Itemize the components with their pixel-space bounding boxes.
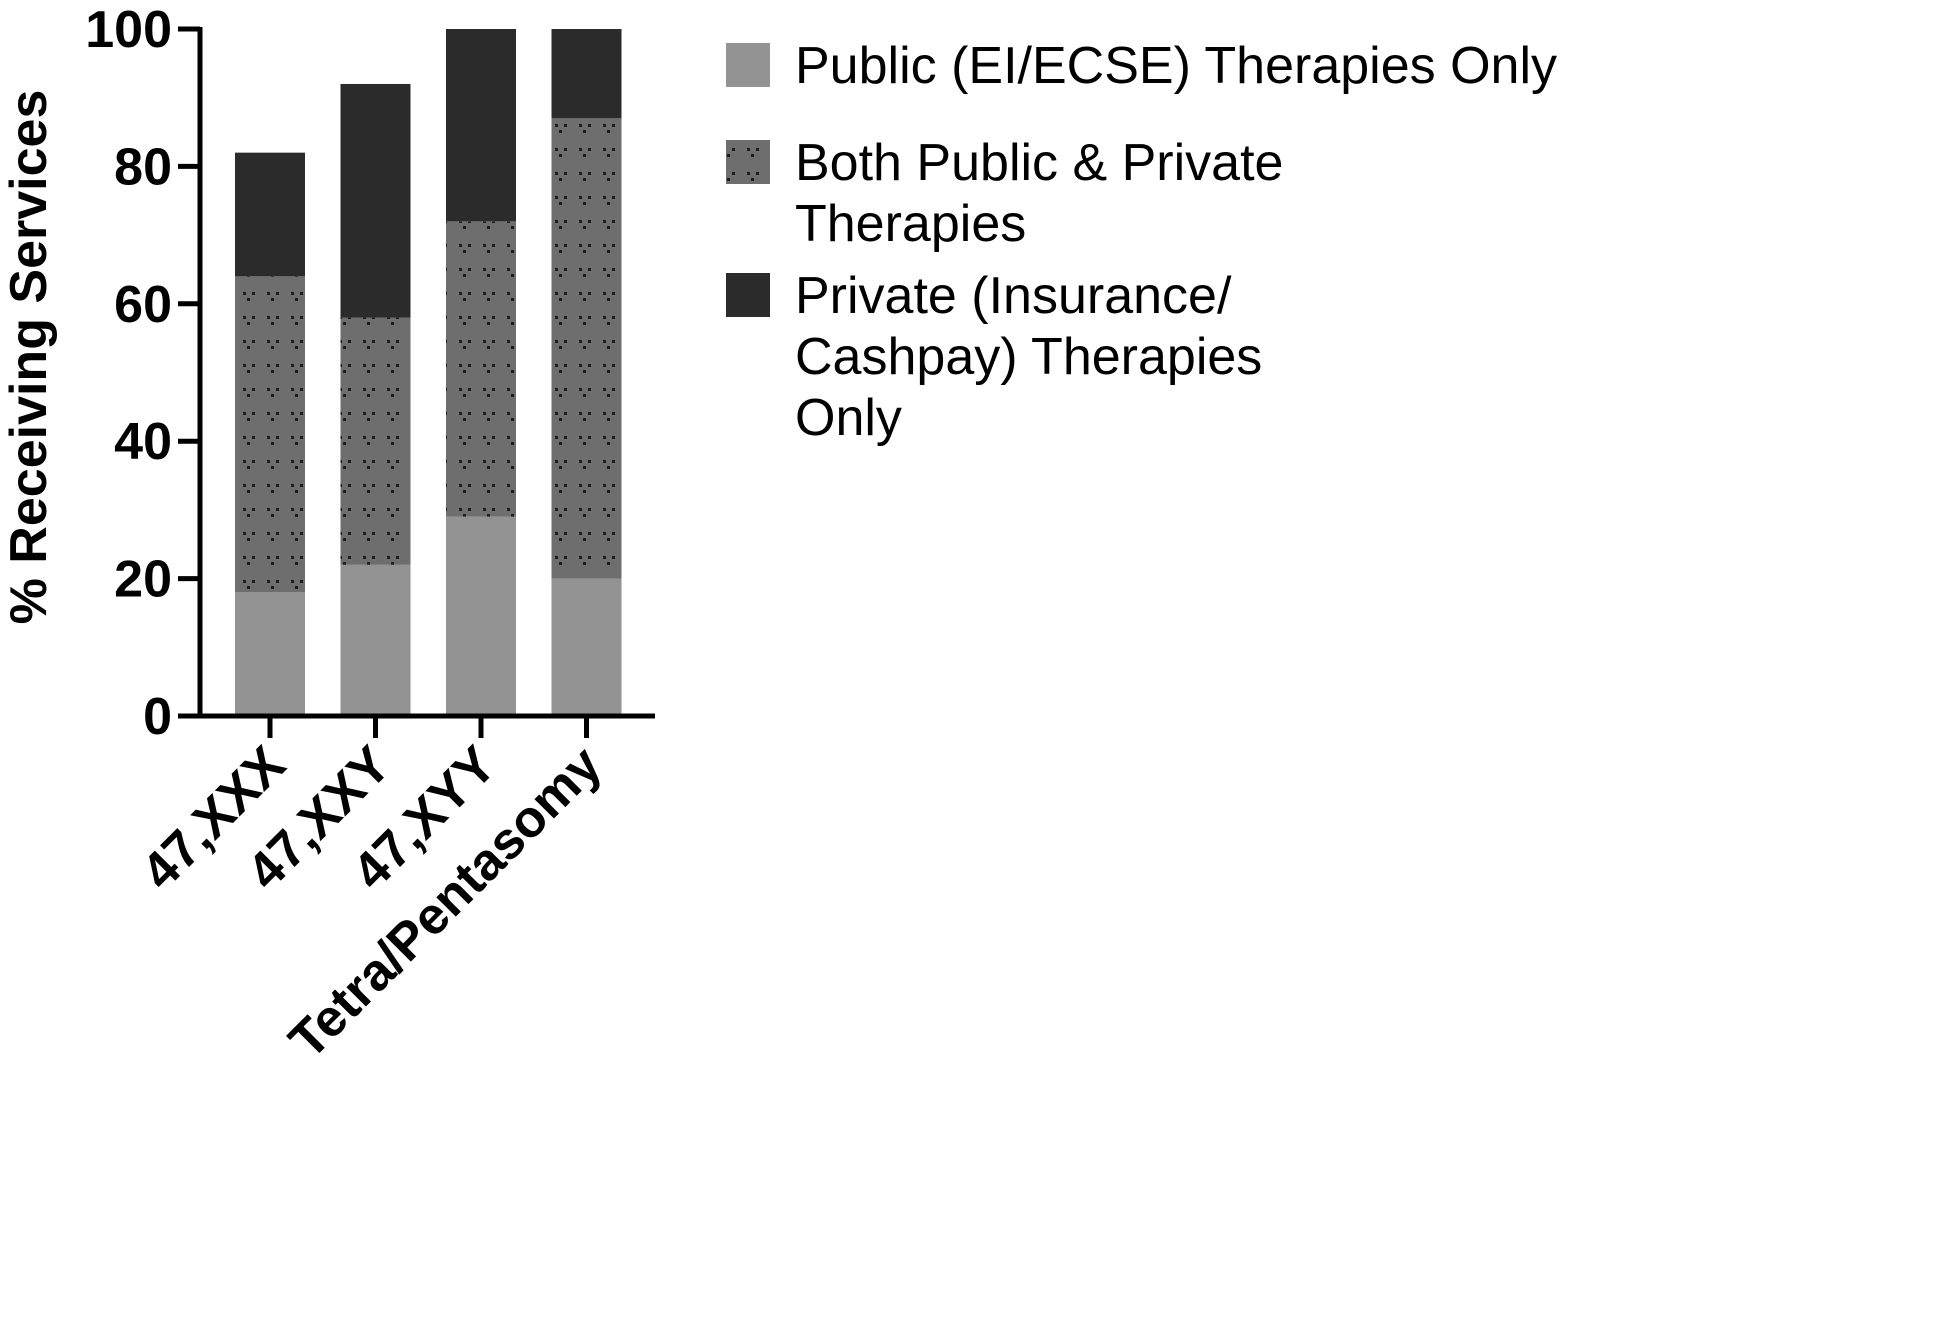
legend-label-line: Private (Insurance/: [795, 267, 1232, 325]
legend: Public (EI/ECSE) Therapies Only Both Publ…: [726, 37, 1557, 447]
y-tick-label-5: 100: [85, 1, 172, 59]
legend-label-1: Both Public & Private Therapies: [795, 134, 1283, 253]
legend-label-line: Public (EI/ECSE) Therapies Only: [795, 37, 1557, 95]
bar-segment-3-2: [551, 29, 622, 119]
y-axis-title: % Receiving Services: [0, 90, 58, 625]
bar-segment-1-2: [340, 83, 411, 318]
legend-label-2: Private (Insurance/Cashpay) Therapies Onl…: [795, 267, 1262, 447]
y-tick-label-3: 60: [114, 276, 172, 334]
bar-segment-1-1: [340, 317, 411, 565]
legend-label-0: Public (EI/ECSE) Therapies Only: [795, 37, 1557, 95]
bar-segment-0-2: [235, 152, 305, 277]
legend-swatch-0: [726, 43, 770, 87]
y-tick-label-4: 80: [114, 138, 172, 196]
bar-segment-3-0: [551, 578, 622, 716]
bar-segment-2-1: [446, 221, 516, 517]
bar-segment-0-1: [235, 276, 305, 593]
legend-swatch-2: [726, 273, 770, 317]
legend-label-line: Both Public & Private: [795, 134, 1283, 192]
legend-label-line: Therapies: [795, 195, 1026, 253]
y-tick-label-2: 40: [114, 413, 172, 471]
bars-layer: [235, 29, 622, 716]
legend-label-line: Only: [795, 389, 902, 447]
legend-swatch-1: [726, 140, 770, 184]
bar-segment-2-0: [446, 516, 516, 716]
y-tick-label-0: 0: [143, 688, 172, 746]
bar-segment-1-0: [340, 564, 411, 716]
bar-segment-2-2: [446, 29, 516, 222]
bar-segment-3-1: [551, 118, 622, 579]
bar-segment-0-0: [235, 592, 305, 716]
y-tick-label-1: 20: [114, 551, 172, 609]
legend-label-line: Cashpay) Therapies: [795, 328, 1262, 386]
